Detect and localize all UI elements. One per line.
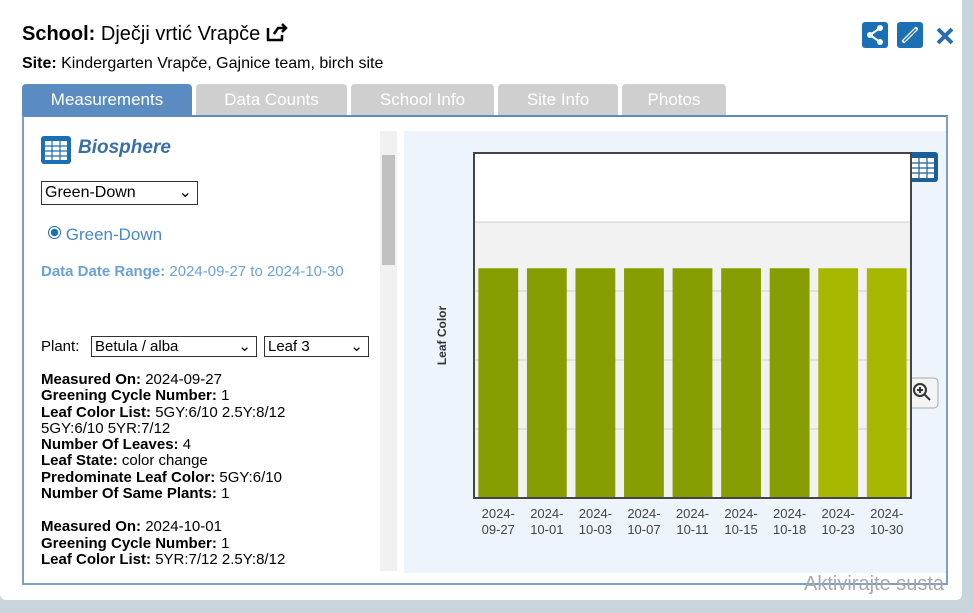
plant-label: Plant: [41, 338, 80, 355]
bar [818, 268, 859, 498]
field-value: 1 [221, 387, 230, 405]
table-icon [41, 136, 71, 164]
record-row: Leaf Color List: 5GY:6/10 2.5Y:8/12 5GY:… [41, 403, 341, 438]
x-tick-label: 2024-10-03 [579, 506, 612, 537]
tab[interactable]: Photos [622, 84, 726, 115]
field-label: Greening Cycle Number: [41, 387, 217, 405]
bar [721, 268, 761, 498]
field-label: Greening Cycle Number: [41, 534, 217, 552]
record-row: Number Of Leaves: 4 [41, 437, 341, 453]
date-range-label: Data Date Range: [41, 263, 166, 280]
open-icon[interactable] [266, 22, 288, 42]
date-range: Data Date Range: 2024-09-27 to 2024-10-3… [41, 259, 386, 285]
tab[interactable]: Measurements [22, 84, 192, 115]
bar [526, 268, 567, 498]
field-label: Number Of Same Plants: [41, 485, 217, 503]
record-row: Greening Cycle Number: 1 [41, 388, 341, 404]
school-line: School: Dječji vrtić Vrapče [22, 22, 288, 46]
plant-select[interactable]: Betula / alba ⌄ [91, 336, 257, 357]
bar [866, 268, 907, 498]
record-row: Measured On: 2024-10-01 [41, 519, 341, 535]
protocol-select[interactable]: Green-Down ⌄ [41, 181, 198, 205]
zoom-button[interactable] [907, 377, 939, 409]
x-tick-label: 2024-10-30 [870, 506, 903, 537]
site-label: Site: [22, 55, 57, 72]
field-value: 5GY:6/10 [219, 468, 282, 486]
field-value: 2024-10-01 [145, 518, 222, 536]
school-name: Dječji vrtić Vrapče [100, 23, 261, 45]
x-tick-label: 2024-10-23 [822, 506, 855, 537]
bar [478, 268, 519, 498]
site-name: Kindergarten Vrapče, Gajnice team, birch… [61, 55, 384, 72]
record-row: Measured On: 2024-09-27 [41, 372, 341, 388]
school-label: School: [22, 23, 96, 45]
field-value: 5GY:6/10 2.5Y:8/12 5GY:6/10 5YR:7/12 [41, 403, 286, 437]
leaf-select[interactable]: Leaf 3 ⌄ [264, 336, 369, 357]
plot-top-band [474, 153, 911, 222]
tab[interactable]: Data Counts [196, 84, 347, 115]
panel-title: Biosphere [78, 137, 171, 158]
select-value: Green-Down [45, 184, 136, 201]
field-value: 4 [182, 436, 192, 454]
x-tick-label: 2024-10-18 [773, 506, 806, 537]
tab[interactable]: Site Info [498, 84, 618, 115]
close-button[interactable] [936, 27, 954, 45]
link-button[interactable] [897, 22, 923, 48]
record-row: Predominate Leaf Color: 5GY:6/10 [41, 468, 341, 486]
record-row: Number Of Same Plants: 1 [41, 485, 341, 503]
record: Measured On: 2024-09-27 Greening Cycle Nu… [41, 372, 341, 502]
field-label: Measured On: [41, 372, 142, 388]
field-label: Predominate Leaf Color: [41, 468, 216, 486]
field-value: 2024-09-27 [145, 372, 222, 388]
radio-label: Green-Down [65, 225, 163, 244]
scrollbar[interactable] [380, 131, 397, 571]
field-value: 5YR:7/12 2.5Y:8/12 [155, 550, 286, 568]
x-tick-label: 2024-10-11 [676, 506, 709, 537]
plot-frame [473, 152, 912, 499]
x-tick-label: 2024-09-27 [482, 506, 515, 537]
share-button[interactable] [862, 22, 888, 48]
record: Measured On: 2024-10-01 Greening Cycle Nu… [41, 519, 341, 568]
radio-option[interactable]: Green-Down [48, 225, 162, 245]
bar [672, 268, 713, 498]
leaf-value: Leaf 3 [268, 338, 310, 355]
field-label: Leaf Color List: [41, 403, 152, 421]
plant-value: Betula / alba [95, 338, 179, 355]
site-line: Site: Kindergarten Vrapče, Gajnice team,… [22, 55, 383, 73]
chart: Leaf Color 2024-09-27 2024-10-01 2024-10-03… [404, 131, 946, 573]
record-row: Greening Cycle Number: 1 [41, 534, 341, 552]
record-row: Leaf State: color change [41, 453, 341, 469]
grid-icon[interactable] [908, 152, 938, 182]
tab[interactable]: School Info [351, 84, 494, 115]
field-label: Measured On: [41, 518, 142, 536]
date-range-value: 2024-09-27 to 2024-10-30 [169, 263, 344, 280]
bar [769, 268, 810, 498]
field-value: 1 [221, 485, 230, 503]
field-value: color change [121, 452, 208, 470]
bar [575, 268, 616, 498]
field-label: Leaf Color List: [41, 550, 152, 568]
x-tick-label: 2024-10-07 [627, 506, 660, 537]
watermark: Aktivirajte susta [804, 573, 945, 595]
record-row: Leaf Color List: 5YR:7/12 2.5Y:8/12 [41, 550, 341, 568]
records: Measured On: 2024-09-27 Greening Cycle Nu… [41, 372, 341, 584]
y-axis-label: Leaf Color [435, 306, 449, 366]
field-label: Leaf State: [41, 452, 118, 470]
field-value: 1 [221, 534, 230, 552]
x-tick-label: 2024-10-01 [530, 506, 563, 537]
tab-panel: Biosphere Green-Down ⌄ Green-Down Data Da… [22, 115, 948, 585]
x-tick-label: 2024-10-15 [724, 506, 757, 537]
popup: School: Dječji vrtić Vrapče Site: Kinder… [0, 0, 962, 600]
bar [624, 268, 664, 498]
header-icons [862, 22, 954, 48]
field-label: Number Of Leaves: [41, 436, 179, 454]
